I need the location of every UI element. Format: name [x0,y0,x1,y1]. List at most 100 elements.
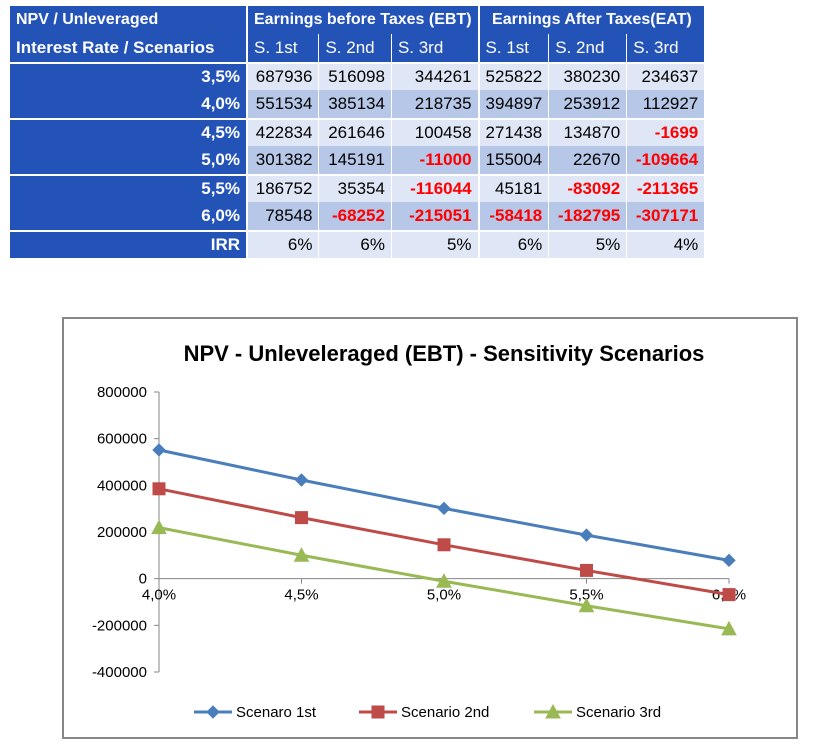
y-tick-label: 0 [139,571,147,588]
scenario-header: S. 2nd [318,34,391,62]
irr-row: IRR 6% 6% 5% 6% 5% 4% [10,230,705,258]
npv-value-cell: 301382 [246,146,319,174]
rate-cell: 4,0% [10,90,246,118]
npv-value-cell: 344261 [390,62,478,90]
x-tick-label: 4,5% [284,587,318,604]
npv-value-cell: -58418 [477,202,549,230]
npv-value-cell: 145191 [318,146,391,174]
data-point [578,597,595,613]
npv-value-cell: -109664 [626,146,705,174]
data-point [295,511,308,525]
npv-value-cell: 551534 [246,90,319,118]
scenario-header: S. 2nd [548,34,627,62]
rate-cell: 3,5% [10,62,246,90]
data-point [580,563,593,577]
irr-value-cell: 4% [626,230,705,258]
ebt-group-header: Earnings before Taxes (EBT) [246,6,478,34]
npv-value-cell: 525822 [477,62,549,90]
npv-value-cell: 218735 [390,90,478,118]
rate-cell: 5,0% [10,146,246,174]
npv-value-cell: 385134 [318,90,391,118]
table-row: 6,0% 78548 -68252 -215051 -58418 -182795 -3071… [10,202,705,230]
legend-entry: Scenario 3rd [534,703,661,721]
npv-value-cell: -11000 [390,146,478,174]
npv-value-cell: 261646 [318,118,391,146]
npv-value-cell: 687936 [246,62,319,90]
rate-cell: 6,0% [10,202,246,230]
npv-value-cell: -83092 [548,174,627,202]
x-tick-label: 5,5% [569,587,603,604]
npv-value-cell: -211365 [626,174,705,202]
data-point [437,538,451,552]
data-point [294,473,309,487]
irr-label: IRR [10,230,246,258]
npv-chart: NPV - Unleveleraged (EBT) - Sensitivity … [62,317,798,739]
npv-value-cell: 271438 [477,118,549,146]
table-row: 4,5% 422834 261646 100458 271438 134870 -1699 [10,118,705,146]
series-1 [152,443,736,568]
irr-value-cell: 6% [477,230,549,258]
npv-value-cell: -182795 [548,202,627,230]
chart-axes: -400000 -200000 0 200000 400000 600000 800000 4… [92,384,746,681]
data-point [579,528,594,542]
data-point [152,443,166,457]
series-3 [151,519,737,636]
y-tick-label: 800000 [97,384,147,401]
data-point [722,588,736,602]
legend-marker [371,705,385,719]
scenario-header: S. 1st [246,34,319,62]
npv-value-cell: 516098 [318,62,391,90]
chart-legend: Scenaro 1st Scenario 2nd Scenario 3rd [194,703,661,721]
irr-value-cell: 5% [548,230,627,258]
table-row: 3,5% 687936 516098 344261 525822 380230 234637 [10,62,705,90]
npv-value-cell: 112927 [626,90,705,118]
npv-value-cell: -215051 [390,202,478,230]
chart-series [151,443,737,636]
npv-value-cell: 78548 [246,202,319,230]
table-row: 4,0% 551534 385134 218735 394897 253912 112927 [10,90,705,118]
table-row: 5,5% 186752 35354 -116044 45181 -83092 -211365 [10,174,705,202]
y-tick-label: 600000 [97,431,147,448]
npv-table: NPV / Unleveraged Earnings before Taxes … [10,6,705,258]
npv-value-cell: -116044 [390,174,478,202]
rate-cell: 5,5% [10,174,246,202]
legend-entry: Scenaro 1st [194,704,317,721]
chart-title: NPV - Unleveleraged (EBT) - Sensitivity … [184,341,705,366]
npv-value-cell: 22670 [548,146,627,174]
legend-marker [545,703,561,719]
data-point [437,501,451,516]
npv-value-cell: -68252 [318,202,391,230]
data-point [721,620,737,636]
npv-value-cell: 45181 [477,174,549,202]
npv-value-cell: 186752 [246,174,319,202]
legend-entry: Scenario 2nd [359,704,489,721]
npv-value-cell: 35354 [318,174,391,202]
npv-value-cell: 155004 [477,146,549,174]
y-tick-label: -400000 [92,664,147,681]
npv-value-cell: 380230 [548,62,627,90]
npv-value-cell: 422834 [246,118,319,146]
y-tick-label: 400000 [97,477,147,494]
data-point [152,482,166,496]
row-header-label: Interest Rate / Scenarios [10,34,246,62]
legend-label: Scenario 2nd [401,704,489,721]
npv-value-cell: -1699 [626,118,705,146]
legend-marker [206,705,220,719]
series-2 [152,482,736,602]
npv-value-cell: 234637 [626,62,705,90]
npv-value-cell: 394897 [477,90,549,118]
eat-group-header: Earnings After Taxes(EAT) [477,6,705,34]
scenario-header: S. 3rd [626,34,705,62]
x-tick-label: 5,0% [427,587,461,604]
chart-canvas: NPV - Unleveleraged (EBT) - Sensitivity … [92,341,746,721]
data-point [436,573,452,588]
npv-value-cell: -307171 [626,202,705,230]
irr-value-cell: 5% [390,230,478,258]
legend-label: Scenaro 1st [236,704,317,721]
npv-value-cell: 253912 [548,90,627,118]
data-point [722,553,736,568]
scenario-header: S. 3rd [390,34,478,62]
x-tick-label: 4,0% [142,587,176,604]
corner-label: NPV / Unleveraged [10,6,246,34]
y-tick-label: 200000 [97,524,147,541]
